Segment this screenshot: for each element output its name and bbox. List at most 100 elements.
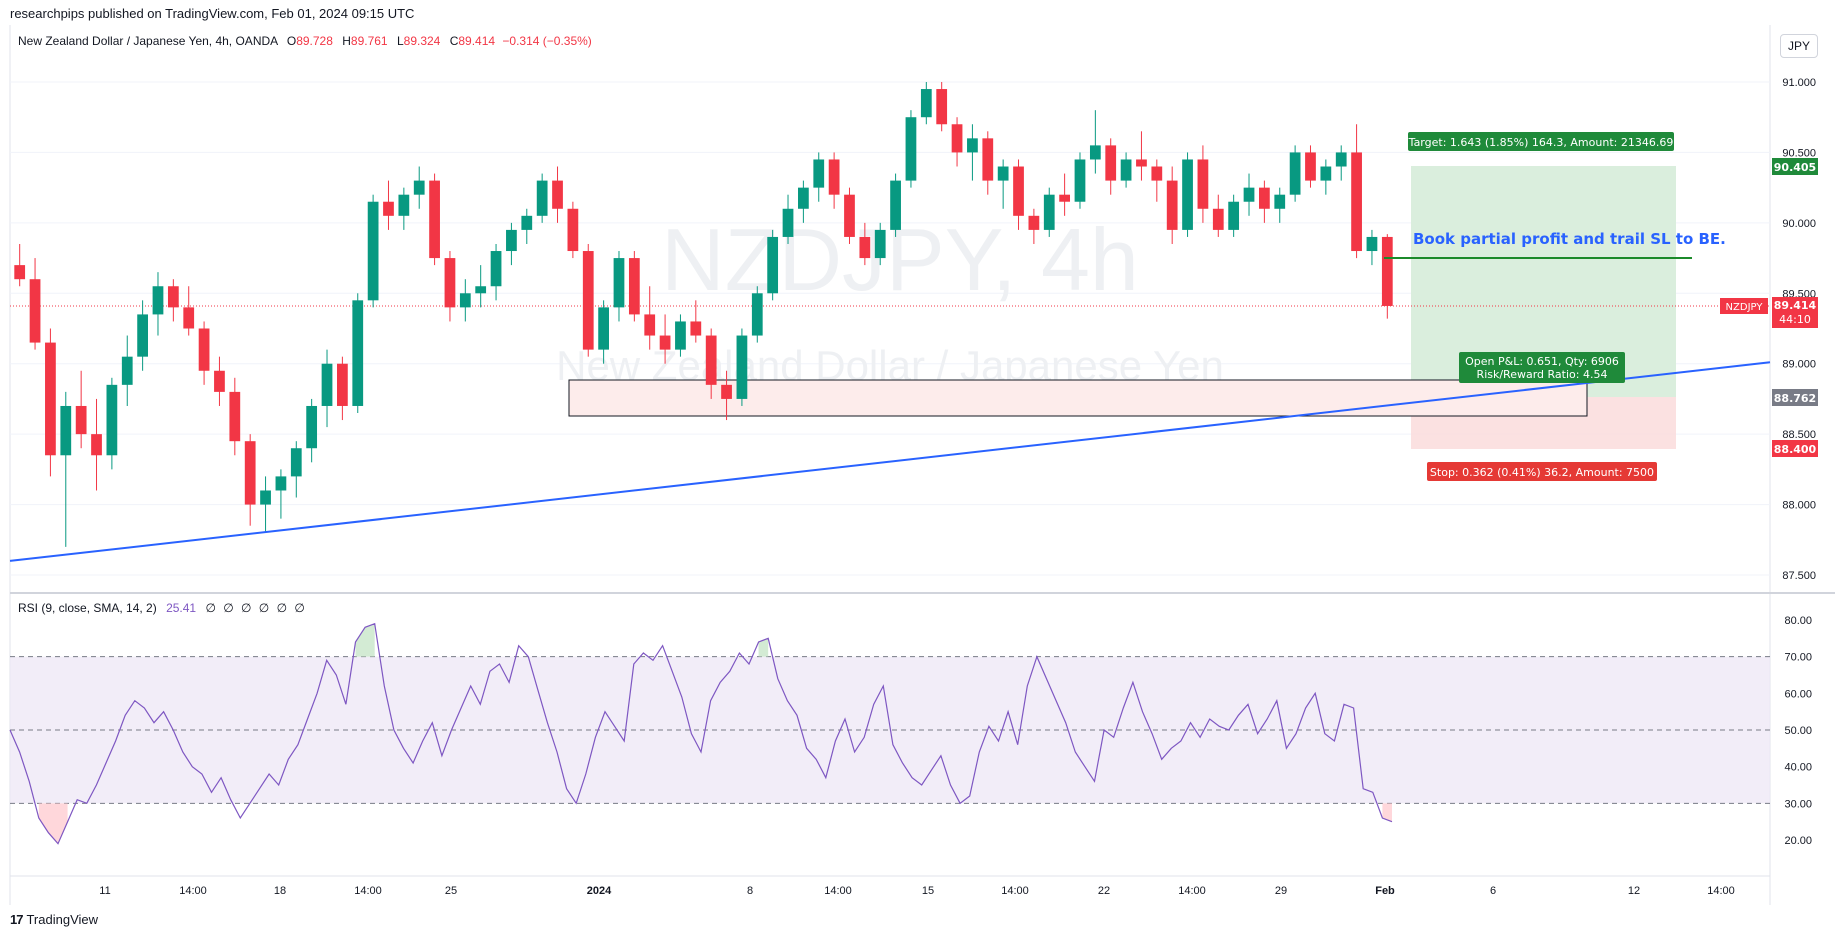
candle-body — [1381, 236, 1393, 306]
rsi-na-values: ∅ ∅ ∅ ∅ ∅ ∅ — [205, 601, 307, 615]
symbol-tag-text: NZDJPY — [1726, 302, 1764, 313]
price-axis[interactable]: 91.00090.50090.00089.50089.00088.50088.0… — [1782, 77, 1816, 582]
bar-countdown: 44:10 — [1779, 313, 1811, 326]
candle-body — [705, 335, 717, 385]
candle-body — [1228, 201, 1240, 230]
rsi-oversold-fill — [38, 803, 1393, 844]
note-text[interactable]: Book partial profit and trail SL to BE. — [1413, 230, 1726, 248]
time-tick-label: 14:00 — [1001, 885, 1029, 897]
candle-body — [1335, 152, 1347, 167]
rsi-axis[interactable]: 80.00 70.00 60.00 50.00 40.00 30.00 20.00 — [1784, 615, 1812, 847]
candle-body — [782, 208, 794, 237]
candle-body — [1105, 145, 1117, 181]
stop-label-box[interactable] — [1427, 462, 1657, 481]
time-tick-label: 2024 — [587, 885, 612, 897]
candle-body — [721, 384, 732, 399]
price-tick-label: 91.000 — [1782, 77, 1816, 89]
stop-price-text: 88.400 — [1774, 443, 1817, 456]
candle-body — [552, 180, 563, 209]
publisher-header: researchpips published on TradingView.co… — [10, 6, 415, 21]
last-price-text: 89.414 — [1774, 299, 1817, 312]
price-tick-label: 90.500 — [1782, 147, 1816, 159]
rsi-tick-label: 30.00 — [1784, 798, 1812, 810]
price-tick-label: 88.500 — [1782, 429, 1816, 441]
trendline[interactable] — [9, 361, 1771, 562]
candle-body — [736, 335, 748, 399]
candle-body — [75, 405, 87, 435]
rsi-value: 25.41 — [166, 601, 197, 615]
candle-body — [582, 251, 594, 350]
candle-body — [613, 258, 625, 308]
symbol-title[interactable]: New Zealand Dollar / Japanese Yen, 4h, O… — [18, 34, 278, 48]
candle-body — [29, 279, 41, 343]
footer-brand-text: TradingView — [26, 912, 99, 927]
rsi-line — [9, 622, 1393, 845]
candle-body — [459, 293, 471, 308]
entry-price-text: 88.762 — [1774, 392, 1816, 405]
candle-body — [1212, 208, 1224, 230]
candle-body — [475, 286, 487, 294]
candle-body — [1305, 152, 1316, 181]
candle-body — [1059, 194, 1070, 202]
candle-body — [1197, 159, 1209, 209]
rsi-tick-label: 40.00 — [1784, 762, 1812, 774]
candle-body — [1028, 215, 1040, 230]
time-tick-label: 29 — [1275, 885, 1287, 897]
time-tick-label: 15 — [922, 885, 934, 897]
candle-body — [813, 159, 825, 188]
candle-body — [844, 194, 855, 237]
rsi-tick-label: 60.00 — [1784, 688, 1812, 700]
candle-body — [490, 251, 502, 287]
time-tick-label: 14:00 — [824, 885, 852, 897]
candle-body — [767, 236, 779, 294]
candle-body — [1366, 236, 1378, 252]
candle-body — [398, 194, 410, 216]
candle-body — [352, 300, 364, 406]
candle-body — [91, 434, 102, 456]
low-value: 89.324 — [403, 34, 441, 48]
candle-body — [628, 258, 640, 315]
candle-body — [444, 258, 456, 308]
candle-body — [659, 335, 671, 350]
candle-body — [260, 490, 271, 505]
candle-body — [275, 476, 287, 491]
candle-body — [413, 180, 425, 195]
rsi-legend[interactable]: RSI (9, close, SMA, 14, 2) 25.41 ∅ ∅ ∅ ∅… — [18, 601, 307, 615]
candle-body — [1320, 166, 1332, 181]
stop-price-tag — [1772, 440, 1818, 457]
last-price-tag — [1772, 297, 1818, 328]
open-value: 89.728 — [296, 34, 333, 48]
footer-brand[interactable]: 17 TradingView — [10, 912, 98, 927]
candle-body — [1243, 187, 1255, 202]
time-tick-label: 11 — [99, 885, 110, 897]
candle-body — [828, 159, 840, 195]
rsi-overbought-fill — [355, 623, 769, 657]
target-label-box[interactable] — [1408, 132, 1674, 151]
currency-button[interactable]: JPY — [1780, 34, 1818, 58]
candle-body — [45, 342, 56, 456]
candle-body — [321, 363, 333, 406]
candle-body — [521, 215, 533, 230]
candle-body — [1120, 159, 1132, 181]
rsi-title[interactable]: RSI (9, close, SMA, 14, 2) — [18, 601, 157, 615]
price-tick-label: 90.000 — [1782, 218, 1816, 230]
candle-body — [1074, 159, 1086, 202]
candle-body — [874, 229, 886, 259]
symbol-legend[interactable]: New Zealand Dollar / Japanese Yen, 4h, O… — [18, 34, 592, 48]
candle-body — [1136, 159, 1147, 167]
rsi-tick-label: 20.00 — [1784, 835, 1812, 847]
target-price-text: 90.405 — [1774, 161, 1816, 174]
target-label: Target: 1.643 (1.85%) 164.3, Amount: 213… — [1408, 136, 1674, 149]
time-tick-label: 25 — [445, 885, 457, 897]
candle-body — [306, 405, 318, 449]
time-axis[interactable]: 11 14:00 18 14:00 25 2024 8 14:00 15 14:00 22 14:00… — [99, 885, 1734, 897]
open-pl-box[interactable] — [1459, 352, 1625, 383]
close-value: 89.414 — [458, 34, 496, 48]
price-tick-label: 89.000 — [1782, 359, 1816, 371]
entry-price-tag — [1772, 389, 1818, 406]
candle-body — [429, 180, 440, 259]
candle-body — [1151, 166, 1163, 181]
candle-body — [1166, 180, 1178, 230]
candle-body — [890, 180, 901, 230]
